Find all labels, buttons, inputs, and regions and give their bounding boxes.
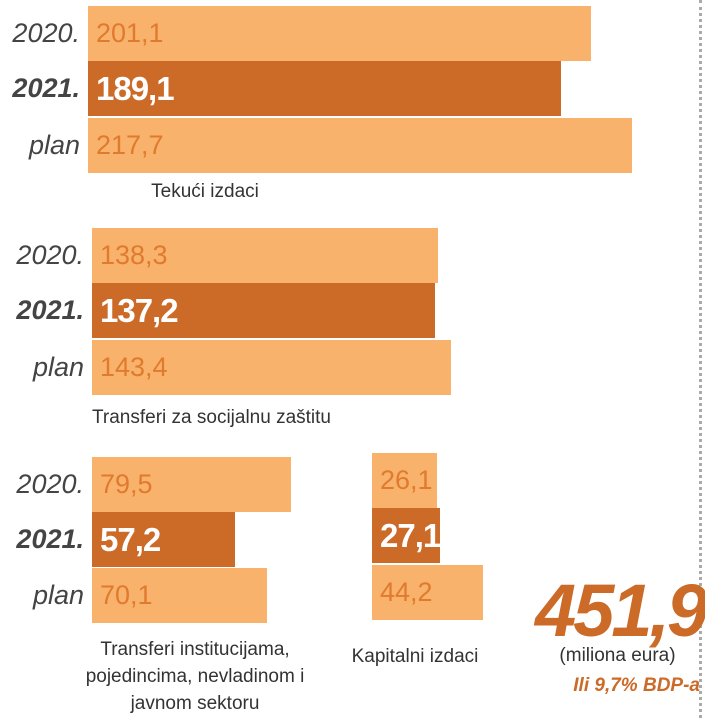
bar <box>88 61 561 116</box>
row-label: 2021. <box>12 73 80 103</box>
bar-value-label: 70,1 <box>100 580 153 610</box>
group-caption: Kapitalni izdaci <box>351 646 479 667</box>
bar-value-label: 26,1 <box>380 465 433 495</box>
bar-value-label: 189,1 <box>96 70 175 107</box>
bar <box>92 340 451 395</box>
group-caption: Transferi institucijama, pojedincima, ne… <box>85 639 305 714</box>
bar-value-label: 57,2 <box>100 521 161 558</box>
total-note: Ili 9,7% BDP-a <box>573 675 700 696</box>
total-value: 451,9 <box>535 569 705 652</box>
bar <box>372 565 483 620</box>
bar <box>92 457 291 512</box>
bar-value-label: 44,2 <box>380 577 433 607</box>
bar <box>372 508 440 563</box>
row-label: 2020. <box>16 469 84 499</box>
total-unit: (miliona eura) <box>559 645 676 666</box>
row-label: 2021. <box>16 295 84 325</box>
bar <box>88 118 633 173</box>
bar <box>92 283 435 338</box>
bar-value-label: 27,1 <box>380 517 441 554</box>
row-label: plan <box>32 580 84 610</box>
bar <box>372 453 438 508</box>
row-label: 2021. <box>16 524 84 554</box>
bar-value-label: 201,1 <box>96 18 164 48</box>
bar <box>88 6 591 61</box>
bar-value-label: 138,3 <box>100 240 168 270</box>
row-label: 2020. <box>12 18 80 48</box>
bar-value-label: 79,5 <box>100 469 153 499</box>
bar <box>92 512 235 567</box>
group-caption: Tekući izdaci <box>151 181 259 202</box>
row-label: 2020. <box>16 240 84 270</box>
bar-value-label: 217,7 <box>96 130 164 160</box>
bar-value-label: 137,2 <box>100 292 179 329</box>
bar <box>92 568 268 623</box>
row-label: plan <box>32 352 84 382</box>
row-label: plan <box>28 130 80 160</box>
divider <box>699 0 702 718</box>
bar-value-label: 143,4 <box>100 352 168 382</box>
group-caption: Transferi za socijalnu zaštitu <box>92 407 332 428</box>
bar <box>92 228 438 283</box>
